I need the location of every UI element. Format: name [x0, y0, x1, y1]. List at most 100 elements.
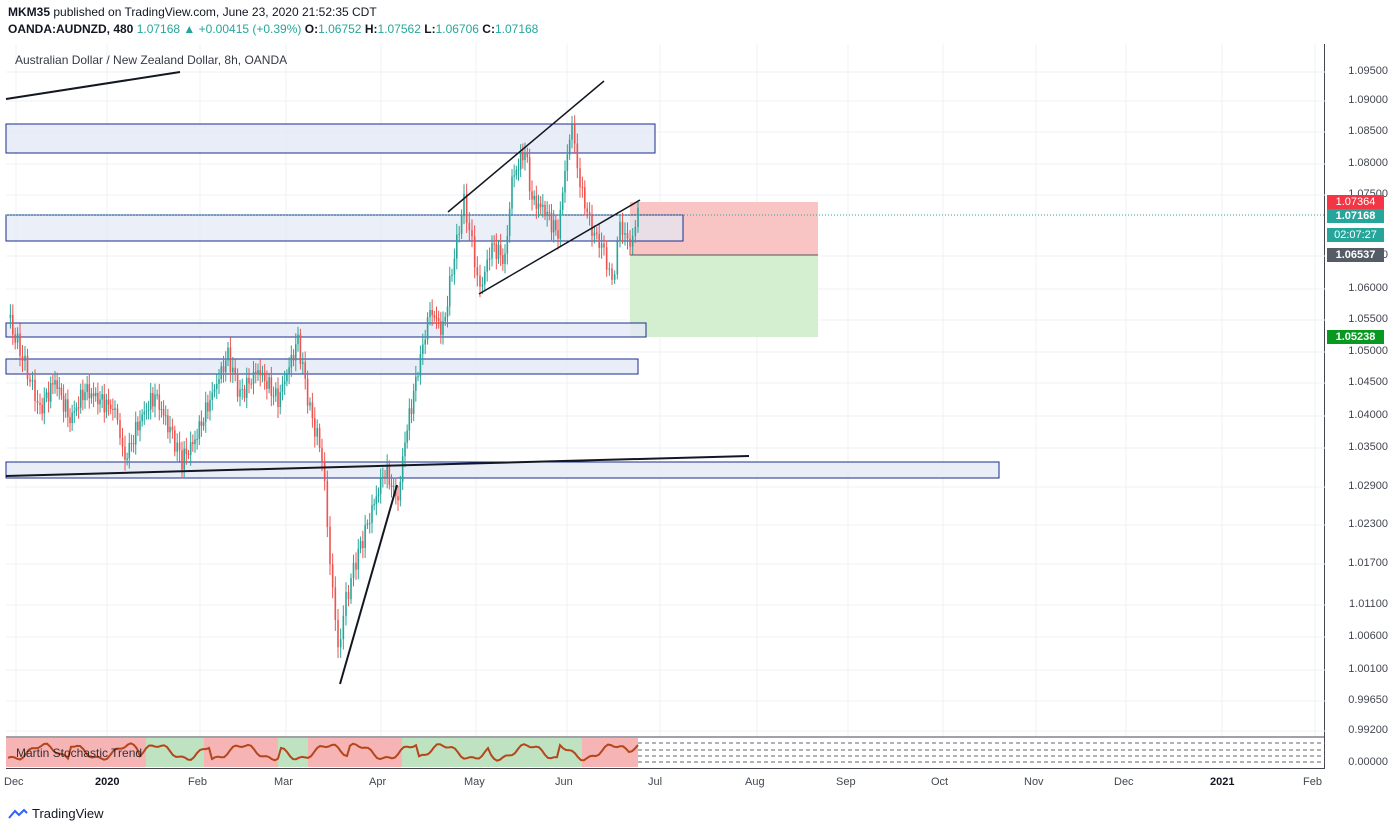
candle	[12, 304, 14, 345]
candle	[56, 372, 58, 397]
candle	[60, 383, 63, 400]
candle	[616, 236, 619, 280]
candle	[316, 419, 318, 446]
trendline-horizontal-support[interactable]	[5, 455, 750, 477]
candle	[204, 391, 207, 433]
trendline-channel-upper[interactable]	[447, 80, 605, 213]
candle	[611, 263, 613, 286]
candle	[304, 351, 306, 390]
candle	[440, 312, 442, 344]
price-axis-label: 1.00600	[1348, 630, 1388, 642]
support-zone-lower[interactable]	[5, 358, 639, 375]
candle	[187, 449, 190, 460]
stochastic-line	[7, 742, 639, 762]
price-axis-label: 1.04500	[1348, 376, 1388, 388]
candle	[41, 397, 43, 421]
candle	[468, 212, 471, 241]
high-value: 1.07562	[377, 22, 421, 36]
candle	[431, 299, 433, 326]
candle	[101, 385, 103, 408]
candle	[637, 201, 639, 233]
candle	[119, 412, 121, 445]
candle	[71, 404, 73, 431]
candle	[499, 233, 502, 267]
candle	[232, 356, 234, 384]
candle	[222, 355, 225, 383]
candle	[97, 382, 99, 415]
candle	[495, 233, 498, 270]
support-zone-bottom[interactable]	[5, 461, 1000, 479]
candle	[399, 475, 402, 507]
trendline-top-left[interactable]	[5, 71, 181, 100]
candle	[99, 391, 101, 413]
candle	[581, 176, 584, 198]
take-profit-zone[interactable]	[630, 255, 818, 337]
stop-price-tag: 1.07364	[1327, 195, 1384, 209]
candle	[167, 408, 169, 439]
candle	[593, 225, 596, 244]
candle	[134, 411, 137, 455]
price-axis-label: 0.00000	[1348, 756, 1388, 768]
candle	[24, 345, 26, 371]
candle	[364, 515, 366, 558]
candle	[564, 160, 566, 203]
candle	[294, 333, 297, 372]
support-zone-upper[interactable]	[5, 322, 647, 338]
candle	[220, 361, 223, 384]
candle	[16, 327, 19, 350]
candle	[176, 433, 178, 461]
price-axis-label: 1.01100	[1349, 598, 1388, 610]
open-label: O:	[304, 22, 319, 36]
candle	[215, 374, 218, 399]
time-axis-label: Jun	[555, 776, 573, 788]
candle	[185, 437, 188, 465]
candle	[62, 384, 65, 423]
candle	[451, 268, 453, 282]
candle	[105, 393, 108, 419]
time-axis-label: May	[464, 776, 485, 788]
candle	[355, 552, 357, 580]
candle	[243, 384, 246, 402]
candle	[497, 239, 500, 264]
low-label: L:	[424, 22, 436, 36]
candle	[598, 224, 600, 258]
candle	[334, 576, 337, 631]
candle	[568, 134, 571, 160]
candle	[410, 399, 413, 424]
candle	[342, 605, 345, 650]
candle	[345, 582, 347, 626]
trendline-channel-lower[interactable]	[478, 199, 641, 295]
chart-frame	[6, 44, 1325, 769]
candle	[19, 323, 21, 367]
candle	[302, 352, 304, 374]
candle	[384, 469, 386, 485]
candle	[371, 494, 373, 534]
candle	[442, 311, 444, 345]
price-axis-label: 0.99200	[1348, 724, 1388, 736]
candle	[552, 209, 555, 243]
candle	[392, 477, 395, 496]
candle	[576, 133, 579, 179]
candle	[359, 536, 362, 554]
candle	[506, 225, 509, 265]
price-axis-label: 1.03500	[1348, 441, 1388, 453]
candle	[43, 387, 46, 425]
tradingview-logo[interactable]: TradingView	[8, 806, 104, 821]
candle	[77, 396, 80, 419]
candle	[519, 144, 522, 178]
candle	[58, 377, 61, 400]
candle	[75, 402, 78, 417]
candle	[292, 349, 295, 367]
resistance-zone-top[interactable]	[5, 123, 656, 154]
candle	[566, 144, 569, 182]
resistance-zone-mid[interactable]	[5, 214, 684, 242]
candle	[224, 351, 227, 382]
candle	[386, 454, 388, 489]
candle	[488, 247, 491, 271]
candle	[141, 409, 143, 427]
candle	[154, 383, 156, 418]
symbol-info: OANDA:AUDNZD, 480 1.07168 ▲ +0.00415 (+0…	[8, 22, 538, 36]
trendline-rally[interactable]	[339, 484, 398, 685]
candle	[194, 430, 196, 453]
